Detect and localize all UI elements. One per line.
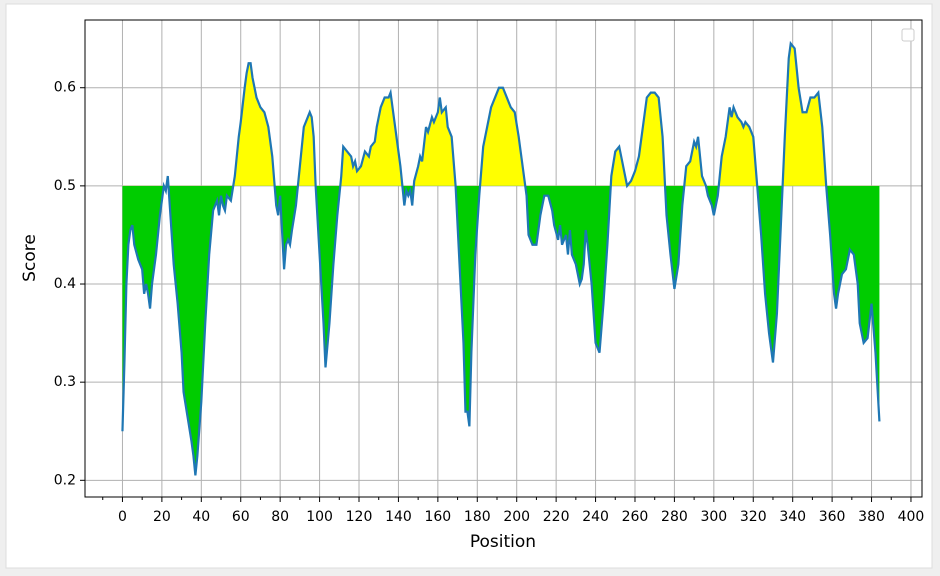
y-tick-label: 0.6 [54,80,76,96]
x-tick-label: 240 [582,509,609,525]
y-tick-label: 0.2 [54,472,76,488]
x-tick-label: 260 [622,509,649,525]
x-tick-label: 380 [858,509,885,525]
x-tick-label: 280 [661,509,688,525]
x-tick-label: 320 [740,509,767,525]
line [121,40,881,476]
area-below [122,185,880,476]
x-tick-label: 0 [118,509,127,525]
x-tick-label: 140 [385,509,412,525]
x-tick-label: 20 [153,509,171,525]
y-tick-label: 0.5 [54,178,76,194]
x-axis-label: Position [470,532,536,552]
x-tick-label: 360 [819,509,846,525]
x-tick-label: 180 [464,509,491,525]
plot-frame [84,19,923,498]
legend-box [901,28,915,42]
area-above [122,43,880,186]
x-tick-label: 80 [271,509,289,525]
x-tick-label: 100 [306,509,333,525]
y-tick-label: 0.4 [54,276,76,292]
x-tick-label: 200 [503,509,530,525]
x-tick-label: 300 [700,509,727,525]
x-tick-label: 120 [346,509,373,525]
x-tick-label: 160 [424,509,451,525]
x-tick-label: 40 [192,509,210,525]
x-tick-label: 220 [543,509,570,525]
x-tick-label: 400 [898,509,925,525]
y-axis-label: Score [20,234,40,282]
x-tick-label: 340 [779,509,806,525]
x-tick-label: 60 [232,509,250,525]
y-tick-label: 0.3 [54,374,76,390]
